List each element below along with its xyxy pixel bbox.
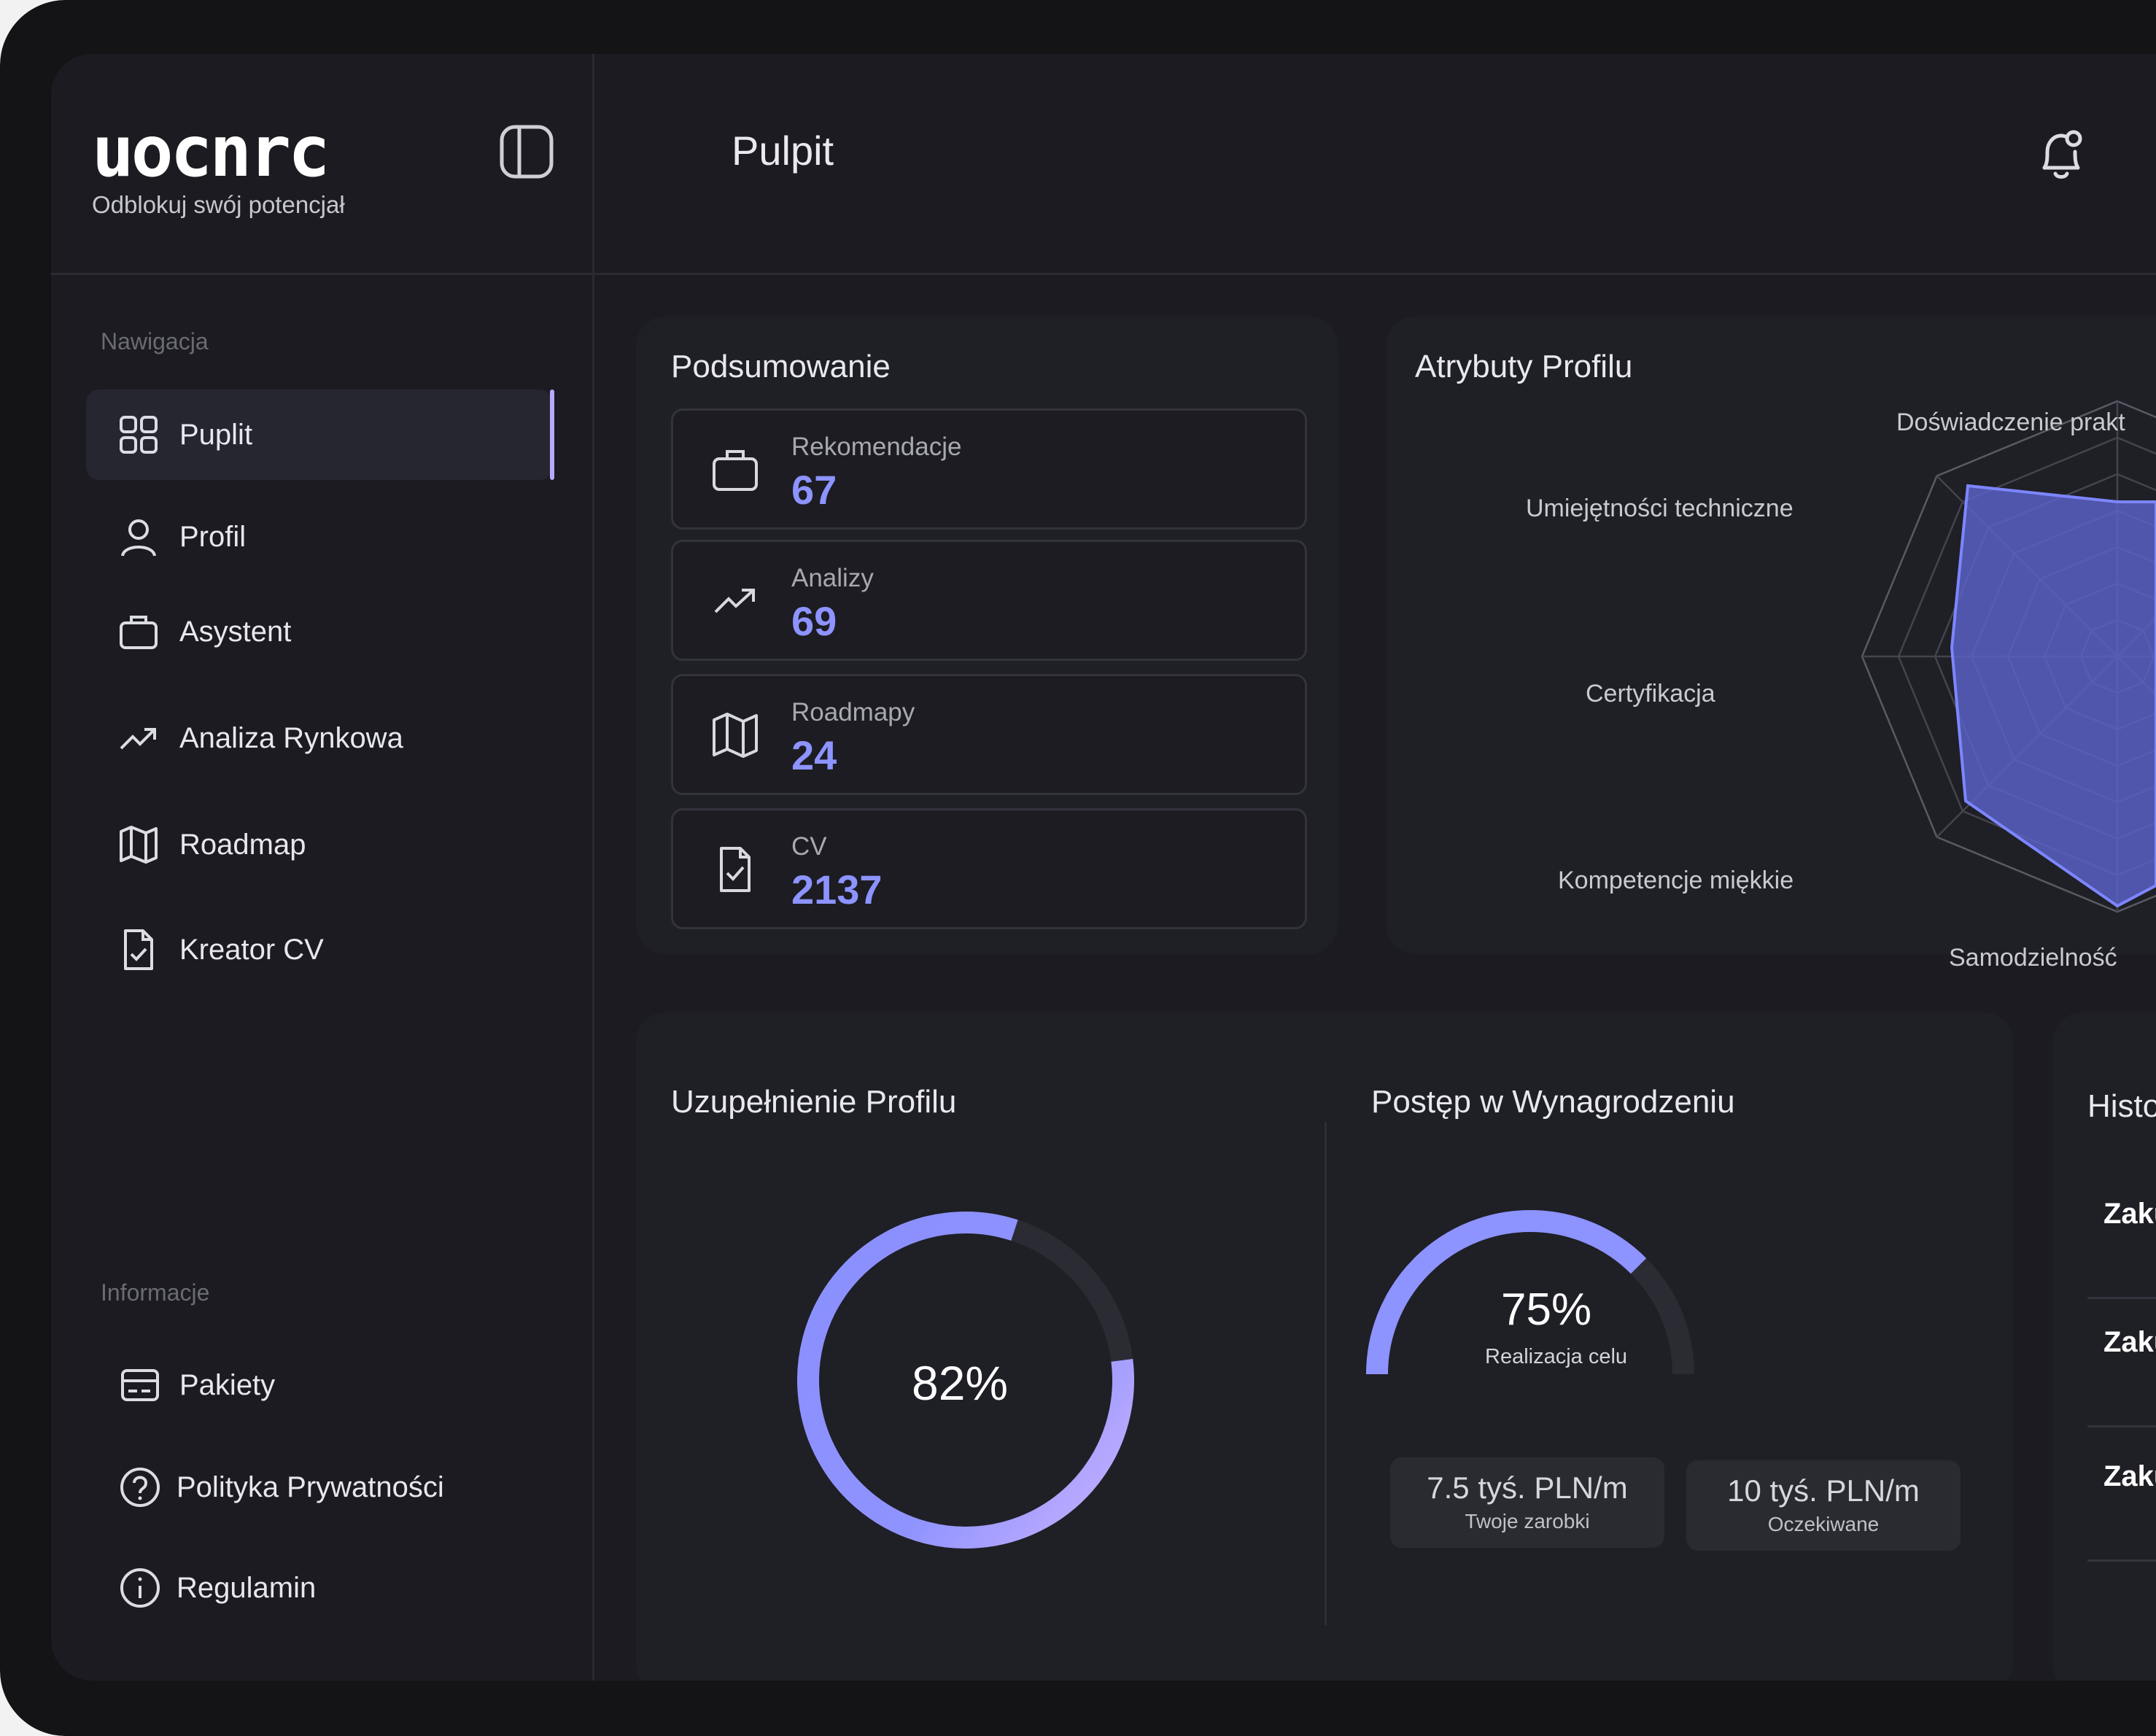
sidebar-item-analiza-rynkowa[interactable]: Analiza Rynkowa bbox=[86, 693, 553, 783]
sidebar-item-label: Analiza Rynkowa bbox=[179, 721, 403, 754]
notifications-button[interactable] bbox=[2028, 123, 2094, 188]
sidebar-item-label: Profil bbox=[179, 520, 247, 553]
stat-value: 24 bbox=[791, 732, 837, 778]
card-icon bbox=[121, 1369, 159, 1401]
briefcase-icon bbox=[120, 616, 158, 649]
stat-cv[interactable]: CV 2137 bbox=[671, 808, 1307, 929]
stat-rekomendacje[interactable]: Rekomendacje 67 bbox=[671, 408, 1307, 530]
expected-value: 10 tyś. PLN/m bbox=[1727, 1473, 1920, 1508]
history-divider bbox=[2087, 1297, 2156, 1299]
tagline: Odblokuj swój potencjał bbox=[92, 191, 345, 218]
trend-up-icon bbox=[714, 589, 755, 613]
history-item[interactable]: Zaku bbox=[2103, 1198, 2156, 1230]
stat-value: 69 bbox=[791, 598, 837, 644]
stat-label: Rekomendacje bbox=[791, 433, 962, 461]
brand-area: uocnrc Odblokuj swój potencjał bbox=[51, 54, 592, 275]
radar-chart bbox=[1861, 400, 2156, 913]
expected-label: Oczekiwane bbox=[1767, 1513, 1880, 1535]
summary-card: Podsumowanie Rekomendacje 67 Analizy 69 bbox=[636, 317, 1338, 954]
stat-roadmapy[interactable]: Roadmapy 24 bbox=[671, 674, 1307, 795]
sidebar-item-regulamin[interactable]: Regulamin bbox=[86, 1548, 553, 1628]
history-item[interactable]: Zaku bbox=[2103, 1326, 2156, 1358]
radar-label-certification: Certyfikacja bbox=[1586, 680, 1715, 708]
radar-label-soft-skills: Kompetencje miękkie bbox=[1558, 867, 1794, 894]
history-divider bbox=[2087, 1559, 2156, 1562]
sidebar-item-label: Asystent bbox=[179, 615, 292, 648]
sidebar-item-pakiety[interactable]: Pakiety bbox=[86, 1345, 553, 1425]
sidebar-item-kreator-cv[interactable]: Kreator CV bbox=[86, 904, 553, 995]
attributes-card: Atrybuty Profilu Doświadczenie prakt Umi… bbox=[1386, 317, 2156, 972]
salary-title: Postęp w Wynagrodzeniu bbox=[1371, 1084, 1735, 1120]
profile-completion-donut bbox=[797, 1212, 1134, 1549]
map-icon bbox=[120, 826, 158, 864]
sidebar-item-roadmap[interactable]: Roadmap bbox=[86, 799, 553, 890]
card-divider bbox=[1325, 1122, 1327, 1625]
summary-title: Podsumowanie bbox=[671, 349, 891, 384]
stat-value: 67 bbox=[791, 467, 837, 513]
sidebar-item-profil[interactable]: Profil bbox=[86, 492, 553, 582]
sidebar-item-label: Polityka Prywatności bbox=[177, 1470, 444, 1503]
sidebar-item-label: Roadmap bbox=[179, 828, 306, 861]
page-title: Pulpit bbox=[732, 128, 834, 174]
nav-heading: Nawigacja bbox=[101, 328, 209, 354]
sidebar-item-polityka[interactable]: Polityka Prywatności bbox=[86, 1447, 553, 1527]
info-heading: Informacje bbox=[101, 1279, 210, 1306]
stat-label: Analizy bbox=[791, 564, 874, 592]
sidebar-item-label: Puplit bbox=[179, 418, 253, 451]
grid-icon bbox=[120, 416, 158, 454]
sidebar-toggle-icon bbox=[500, 125, 554, 179]
earnings-label: Twoje zarobki bbox=[1465, 1510, 1590, 1532]
salary-percent: 75% bbox=[1501, 1284, 1592, 1335]
briefcase-icon bbox=[713, 450, 758, 491]
salary-caption: Realizacja celu bbox=[1485, 1345, 1628, 1368]
sidebar-toggle-button[interactable] bbox=[499, 124, 554, 179]
profile-completion-value: 82% bbox=[912, 1356, 1009, 1410]
help-circle-icon bbox=[120, 1468, 160, 1507]
sidebar-item-label: Pakiety bbox=[179, 1368, 276, 1401]
earnings-value: 7.5 tyś. PLN/m bbox=[1427, 1470, 1628, 1505]
user-icon bbox=[121, 519, 156, 557]
history-item[interactable]: Zaku bbox=[2103, 1460, 2156, 1492]
app-window: uocnrc Odblokuj swój potencjał Nawigacja… bbox=[51, 54, 2156, 1681]
file-check-icon bbox=[720, 847, 751, 892]
radar-label-experience: Doświadczenie prakt bbox=[1896, 408, 2125, 436]
sidebar: uocnrc Odblokuj swój potencjał Nawigacja… bbox=[51, 54, 594, 1681]
stat-analizy[interactable]: Analizy 69 bbox=[671, 540, 1307, 661]
history-card: Histo Zaku Zaku Zaku bbox=[2052, 1012, 2156, 1681]
gauge-arc bbox=[1366, 1210, 1694, 1375]
logo: uocnrc bbox=[92, 111, 330, 193]
sidebar-item-label: Regulamin bbox=[177, 1571, 317, 1604]
radar-area bbox=[1950, 484, 2156, 908]
salary-gauge bbox=[1366, 1210, 1694, 1375]
history-title: Histo bbox=[2087, 1088, 2156, 1124]
stat-label: Roadmapy bbox=[791, 698, 915, 726]
sidebar-item-pulpit[interactable]: Puplit bbox=[86, 390, 554, 480]
stat-value: 2137 bbox=[791, 867, 883, 912]
history-divider bbox=[2087, 1425, 2156, 1427]
profile-completion-title: Uzupełnienie Profilu bbox=[671, 1084, 957, 1120]
bell-icon bbox=[2042, 130, 2082, 179]
radar-label-autonomy: Samodzielność bbox=[1949, 944, 2117, 972]
map-icon bbox=[713, 713, 758, 758]
expected-pill: 10 tyś. PLN/m Oczekiwane bbox=[1686, 1460, 1961, 1551]
stat-label: CV bbox=[791, 832, 827, 861]
earnings-pill: 7.5 tyś. PLN/m Twoje zarobki bbox=[1390, 1457, 1664, 1548]
file-check-icon bbox=[124, 929, 153, 970]
header: Pulpit bbox=[594, 54, 2156, 275]
sidebar-item-asystent[interactable]: Asystent bbox=[86, 586, 553, 677]
info-circle-icon bbox=[120, 1568, 160, 1608]
progress-card: Uzupełnienie Profilu 82% Postęp w Wynagr… bbox=[636, 1012, 2013, 1681]
attributes-title: Atrybuty Profilu bbox=[1415, 349, 1633, 384]
sidebar-item-label: Kreator CV bbox=[179, 933, 324, 966]
trend-up-icon bbox=[120, 728, 156, 750]
radar-label-technical-skills: Umiejętności techniczne bbox=[1526, 495, 1794, 522]
